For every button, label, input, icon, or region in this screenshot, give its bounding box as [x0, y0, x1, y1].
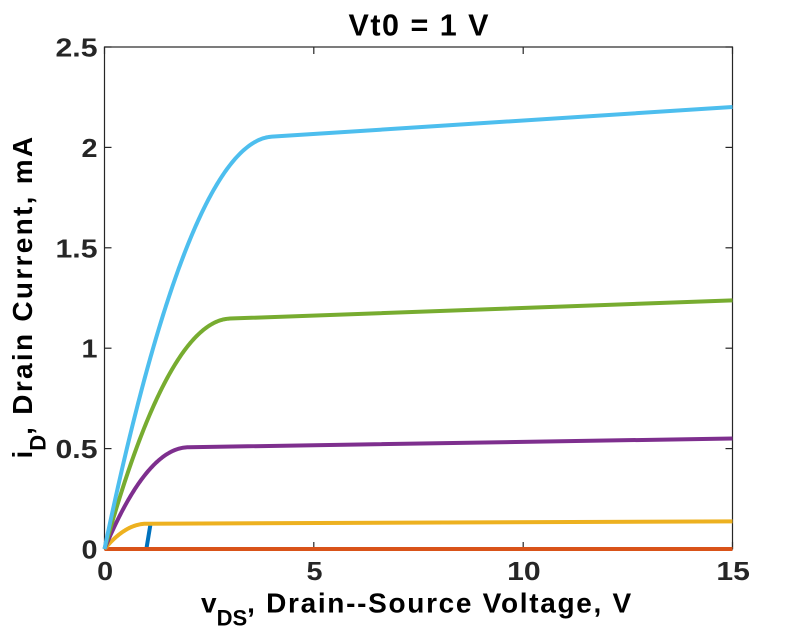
svg-text:0.5: 0.5 — [56, 434, 98, 464]
svg-text:2: 2 — [82, 133, 98, 163]
svg-text:2.5: 2.5 — [56, 33, 98, 63]
svg-text:1.5: 1.5 — [56, 233, 98, 263]
svg-text:0: 0 — [82, 535, 98, 565]
svg-text:0: 0 — [97, 556, 113, 586]
svg-text:1: 1 — [82, 334, 98, 364]
svg-text:10: 10 — [507, 556, 541, 586]
svg-text:Vt0 = 1 V: Vt0 = 1 V — [349, 9, 490, 43]
svg-text:5: 5 — [307, 556, 323, 586]
svg-text:15: 15 — [716, 556, 750, 586]
